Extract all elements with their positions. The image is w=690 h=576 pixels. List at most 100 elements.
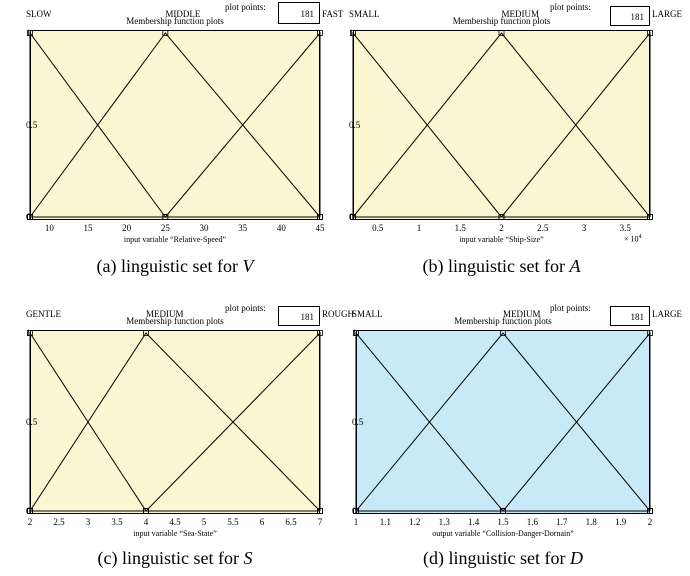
chart-panel-c: plot points: 181 Membership function plots… xyxy=(0,288,354,576)
mf-label-slow: SLOW xyxy=(26,9,52,19)
mf-plot-svg xyxy=(27,30,323,220)
mf-point-handle xyxy=(317,330,323,336)
x-tick-label: 1.3 xyxy=(438,517,450,527)
y-tick-label: 0 xyxy=(26,506,31,516)
x-tick-label: 2 xyxy=(647,517,653,527)
caption-variable: S xyxy=(243,548,253,568)
y-tick-label: 1 xyxy=(26,328,31,338)
x-tick-label: 4.5 xyxy=(169,517,181,527)
plot-points-label: plot points: xyxy=(550,303,591,313)
mf-line-gentle xyxy=(29,331,147,512)
y-tick-label: 0.5 xyxy=(26,417,38,427)
mf-label-large: LARGE xyxy=(652,9,682,19)
mf-plot-svg xyxy=(350,30,653,220)
x-tick-label: 20 xyxy=(122,223,132,233)
x-tick-label: 1.2 xyxy=(409,517,421,527)
plot-points-label: plot points: xyxy=(550,2,591,12)
x-tick-label: 10 xyxy=(44,223,54,233)
x-tick-label: 5 xyxy=(201,517,207,527)
y-tick-label: 1 xyxy=(26,28,31,38)
x-axis-label: input variable “Sea-State” xyxy=(133,529,217,538)
x-tick-label: 1 xyxy=(416,223,422,233)
y-tick-label: 0 xyxy=(349,212,354,222)
mf-line-small xyxy=(355,331,504,512)
mf-point-handle xyxy=(647,30,653,36)
x-tick-label: 2.5 xyxy=(537,223,549,233)
x-tick-label: 35 xyxy=(238,223,248,233)
mf-point-handle xyxy=(353,508,359,514)
mf-label-gentle: GENTLE xyxy=(26,309,61,319)
mf-label-middle: MIDDLE xyxy=(165,9,201,19)
axis-exponent: × 104 xyxy=(624,234,642,244)
axis-exponent-power: 4 xyxy=(638,234,642,240)
x-tick-label: 2 xyxy=(27,517,33,527)
mf-label-medium: MEDIUM xyxy=(146,309,184,319)
plot-points-input[interactable]: 181 xyxy=(278,306,320,326)
plot-points-label: plot points: xyxy=(225,303,266,313)
x-tick-label: 25 xyxy=(160,223,170,233)
mf-point-handle xyxy=(317,30,323,36)
mf-point-handle xyxy=(647,508,653,514)
x-tick-label: 40 xyxy=(276,223,286,233)
x-tick-label: 5.5 xyxy=(227,517,239,527)
mf-point-handle xyxy=(500,330,506,336)
mf-point-handle xyxy=(500,508,506,514)
y-tick-label: 0 xyxy=(26,212,31,222)
plot-points-input[interactable]: 181 xyxy=(610,306,650,326)
mf-plot-svg xyxy=(27,330,323,514)
x-tick-label: 7 xyxy=(317,517,323,527)
mf-point-handle xyxy=(353,330,359,336)
mf-point-handle xyxy=(350,214,356,220)
chart-panel-d: plot points: 181 Membership function plots… xyxy=(345,288,690,576)
mf-line-small xyxy=(352,31,502,218)
mf-line-fast xyxy=(164,31,321,218)
mf-line-slow xyxy=(29,31,166,218)
y-tick-label: 1 xyxy=(352,328,357,338)
y-tick-label: 0 xyxy=(352,506,357,516)
x-tick-label: 1.6 xyxy=(526,517,539,527)
mf-line-medium xyxy=(29,332,321,512)
mf-point-handle xyxy=(317,214,323,220)
mf-line-rough xyxy=(145,331,321,512)
mf-point-handle xyxy=(143,508,149,514)
plot-area xyxy=(30,30,320,220)
y-tick-label: 0.5 xyxy=(26,120,38,130)
mf-label-large: LARGE xyxy=(652,309,682,319)
figure-caption: (c) linguistic set for S xyxy=(97,548,253,568)
plot-title: Membership function plots xyxy=(454,316,552,326)
mf-label-small: SMALL xyxy=(349,9,380,19)
mf-point-handle xyxy=(27,330,33,336)
mf-point-handle xyxy=(162,214,169,220)
x-tick-label: 1.8 xyxy=(585,517,597,527)
caption-variable: D xyxy=(569,548,583,568)
x-tick-label: 2 xyxy=(499,223,504,233)
plot-points-label: plot points: xyxy=(225,2,266,12)
plot-points-input[interactable]: 181 xyxy=(278,2,320,24)
mf-point-handle xyxy=(647,214,653,220)
x-axis-label: input variable “Relative-Speed” xyxy=(123,235,227,244)
plot-title: Membership function plots xyxy=(126,316,224,326)
plot-area xyxy=(30,330,320,514)
mf-label-fast: FAST xyxy=(322,9,344,19)
y-tick-label: 1 xyxy=(349,28,354,38)
x-tick-label: 1.7 xyxy=(556,517,568,527)
x-tick-label: 0.5 xyxy=(372,223,384,233)
mf-label-medium: MEDIUM xyxy=(503,309,541,319)
mf-point-handle xyxy=(27,30,33,36)
plot-title: Membership function plots xyxy=(126,16,224,26)
mf-line-middle xyxy=(29,32,321,218)
mf-point-handle xyxy=(27,508,33,514)
plot-points-input[interactable]: 181 xyxy=(610,6,650,26)
x-tick-label: 3.5 xyxy=(111,517,123,527)
figure-caption: (a) linguistic set for V xyxy=(96,256,254,276)
mf-line-medium xyxy=(355,332,651,512)
chart-panel-a: plot points: 181 Membership function plots… xyxy=(0,0,345,288)
x-tick-label: 3.5 xyxy=(619,223,631,233)
y-tick-label: 0.5 xyxy=(349,120,361,130)
mf-label-small: SMALL xyxy=(352,309,383,319)
chart-panel-b: plot points: 181 Membership function plots… xyxy=(345,0,690,288)
caption-variable: V xyxy=(242,256,254,276)
x-tick-label: 1.5 xyxy=(497,517,509,527)
x-tick-label: 6.5 xyxy=(285,517,297,527)
figure-caption: (d) linguistic set for D xyxy=(423,548,583,568)
